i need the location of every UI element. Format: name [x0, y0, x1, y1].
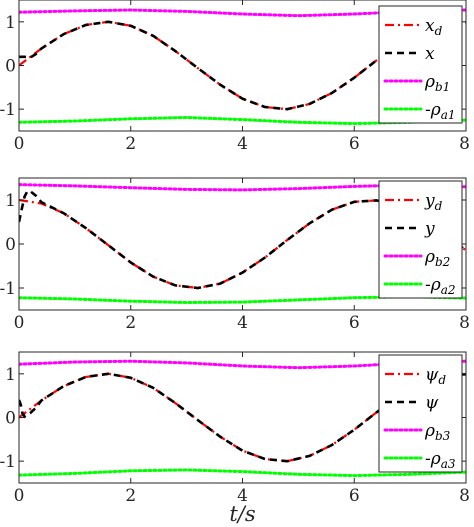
legend: xd x ρb1 -ρa1: [378, 5, 463, 124]
y-tick-label: -1: [0, 279, 16, 299]
x-tick-label: 6: [349, 486, 360, 506]
x-tick-label: 4: [237, 486, 248, 506]
y-tick-label: 0: [5, 235, 16, 255]
legend-entry: ρb1: [424, 72, 450, 94]
x-axis-label: t/s: [229, 502, 256, 526]
x-tick-label: 0: [14, 313, 25, 333]
y-tick-label: 0: [5, 409, 16, 429]
x-tick-label: 4: [237, 134, 248, 154]
legend-entry: -ρa1: [425, 100, 456, 122]
x-tick-label: 0: [14, 486, 25, 506]
legend-box: [378, 5, 463, 124]
legend-entry: x: [425, 44, 435, 64]
y-tick-label: 1: [5, 13, 16, 33]
legend-entry: ψd: [425, 365, 446, 387]
legend-entry: yd: [424, 191, 443, 213]
x-tick-label: 8: [459, 486, 470, 506]
x-tick-label: 2: [125, 486, 136, 506]
legend-entry: ψ: [425, 393, 439, 413]
legend-entry: y: [424, 219, 435, 239]
x-tick-label: 8: [459, 313, 470, 333]
x-tick-label: 8: [459, 134, 470, 154]
legend: ψd ψ ρb3 -ρa3: [378, 354, 463, 473]
legend-entry: -ρa3: [425, 449, 456, 471]
subplot-2: 0 2 4 6 8 -1 0 1 yd y ρb2 -ρa2: [0, 177, 470, 333]
legend-entry: ρb2: [424, 247, 450, 269]
series-line-3-2: [19, 372, 466, 463]
series-line-3-4: [19, 468, 466, 478]
x-tick-label: 6: [349, 134, 360, 154]
x-tick-label: 4: [237, 313, 248, 333]
legend-box: [378, 354, 463, 473]
legend-entry: -ρa2: [425, 275, 456, 297]
y-tick-label: 1: [5, 365, 16, 385]
legend-entry: xd: [425, 16, 443, 38]
legend-entry: ρb3: [424, 421, 451, 443]
subplot-3: 0 2 4 6 8 -1 0 1 ψd ψ ρb3 -ρa3 t/s: [0, 351, 470, 526]
legend-box: [378, 180, 463, 299]
y-tick-label: -1: [0, 452, 16, 472]
y-tick-label: 1: [5, 191, 16, 211]
x-tick-label: 2: [125, 313, 136, 333]
subplot-1: 0 2 4 6 8 -1 0 1 xd x ρb1 -ρa1: [0, 0, 470, 154]
x-tick-label: 6: [349, 313, 360, 333]
y-tick-label: 0: [5, 57, 16, 77]
legend: yd y ρb2 -ρa2: [378, 180, 463, 299]
series-line-2-2: [19, 189, 466, 290]
series-line-1-2: [19, 20, 466, 111]
x-tick-label: 0: [14, 134, 25, 154]
x-tick-label: 2: [125, 134, 136, 154]
y-tick-label: -1: [0, 100, 16, 120]
